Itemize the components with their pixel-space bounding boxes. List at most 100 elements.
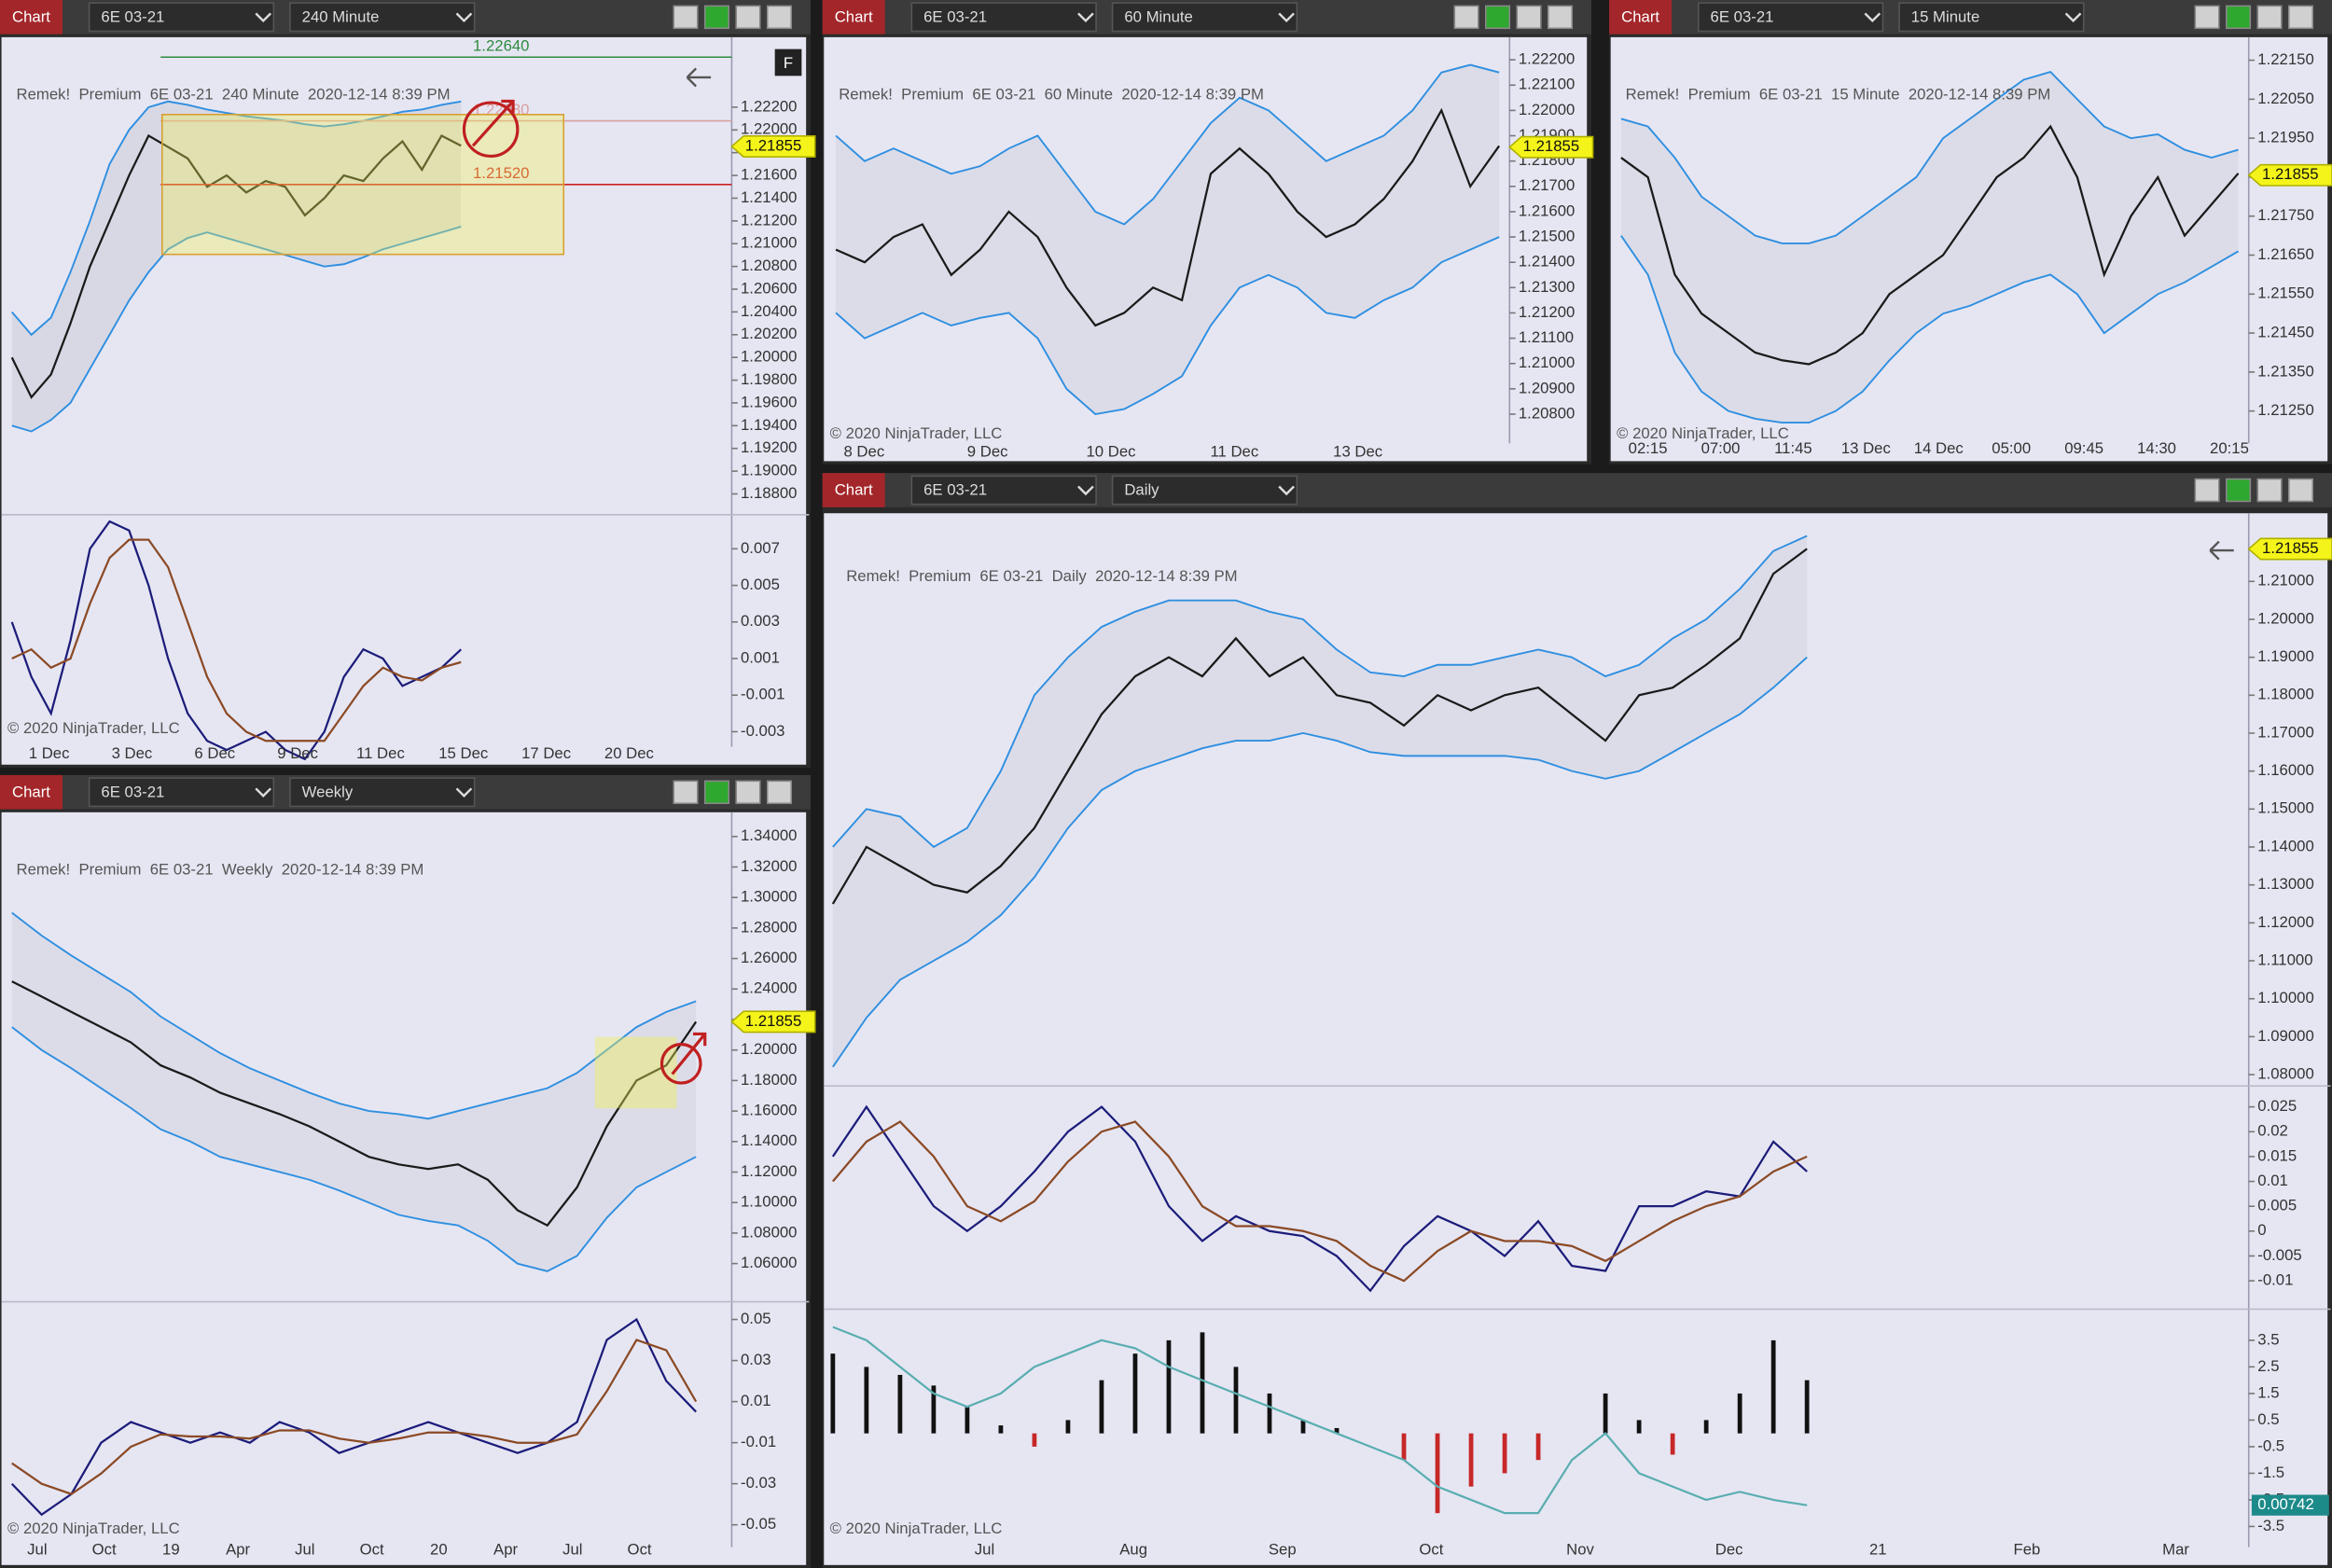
window-button[interactable] — [2256, 5, 2283, 30]
chart-button-label: Chart — [835, 8, 873, 26]
interval-dropdown[interactable] — [289, 777, 476, 808]
f-button[interactable] — [774, 49, 802, 76]
y-tick-label: 1.21400 — [741, 188, 797, 206]
dropdown-caret — [255, 787, 272, 798]
last-price-label: 1.21855 — [745, 1012, 801, 1030]
back-arrow[interactable] — [2209, 540, 2234, 561]
histogram-bar — [1603, 1393, 1608, 1434]
histogram-bar — [931, 1385, 937, 1434]
x-tick-label: 20:15 — [2210, 439, 2249, 457]
price-line — [11, 980, 698, 1228]
dropdown-caret — [455, 12, 473, 23]
chart-button[interactable] — [822, 473, 885, 507]
y-tick-label: 1.21400 — [1519, 253, 1575, 271]
instrument-dropdown[interactable] — [1697, 2, 1884, 33]
band-fill — [832, 535, 1808, 1067]
interval-label: 240 Minute — [302, 8, 380, 26]
window-button[interactable] — [735, 5, 761, 30]
x-tick-label: 21 — [1869, 1540, 1887, 1558]
interval-dropdown[interactable] — [289, 2, 476, 33]
y-tick-label: 1.20200 — [741, 325, 797, 342]
window-button[interactable] — [1547, 5, 1574, 30]
y-tick-label: 0.01 — [2257, 1172, 2288, 1189]
chart-button[interactable] — [822, 0, 885, 35]
window-button[interactable] — [673, 5, 699, 30]
x-tick-label: 6 Dec — [194, 744, 235, 762]
x-tick-label: 11 Dec — [356, 744, 405, 762]
instrument-dropdown[interactable] — [910, 475, 1097, 506]
last-value-tag — [2251, 1494, 2329, 1516]
chart-title: Remek! Premium 6E 03-21 240 Minute 2020-… — [17, 85, 451, 103]
y-tick-label: -0.005 — [2257, 1246, 2301, 1264]
histogram-bar — [1804, 1380, 1810, 1434]
window-button[interactable] — [703, 5, 730, 30]
histogram-bar — [1401, 1433, 1407, 1461]
y-tick-label: -0.001 — [741, 686, 784, 703]
dropdown-caret — [255, 12, 272, 23]
window-button[interactable] — [1453, 5, 1479, 30]
window-button[interactable] — [2287, 5, 2314, 30]
y-tick-label: 1.08000 — [2257, 1064, 2313, 1082]
y-tick-label: 1.10000 — [2257, 989, 2313, 1006]
interval-dropdown[interactable] — [1111, 475, 1298, 506]
y-tick-label: 1.21600 — [1519, 201, 1575, 219]
histogram-bar — [1132, 1353, 1138, 1434]
last-price-tag — [2247, 163, 2332, 187]
window-button[interactable] — [673, 780, 699, 805]
window-button[interactable] — [2226, 5, 2252, 30]
level-label: 1.21520 — [473, 164, 529, 182]
y-tick-label: 0.025 — [2257, 1097, 2297, 1115]
y-tick-label: 1.22200 — [741, 97, 797, 115]
chart-button[interactable] — [1609, 0, 1673, 35]
instrument-dropdown[interactable] — [88, 777, 275, 808]
window-button[interactable] — [2194, 5, 2220, 30]
oscillator-line — [832, 1325, 1808, 1515]
window-button[interactable] — [2256, 478, 2283, 503]
interval-dropdown[interactable] — [1111, 2, 1298, 33]
window-button[interactable] — [703, 780, 730, 805]
back-arrow[interactable] — [686, 67, 712, 88]
x-tick-label: 20 Dec — [604, 744, 654, 762]
y-tick-label: 1.30000 — [741, 888, 797, 906]
y-tick-label: -0.01 — [2257, 1271, 2293, 1289]
chart-button[interactable] — [0, 0, 62, 35]
instrument-label: 6E 03-21 — [101, 8, 164, 26]
window-button[interactable] — [2226, 478, 2252, 503]
y-tick-label: 1.20400 — [741, 302, 797, 320]
chart-title: Remek! Premium 6E 03-21 Daily 2020-12-14… — [846, 567, 1237, 585]
window-button[interactable] — [766, 5, 793, 30]
window-button[interactable] — [735, 780, 761, 805]
f-button-label: F — [784, 54, 793, 72]
y-tick-label: -1.5 — [2257, 1464, 2284, 1481]
y-tick-label: 1.22050 — [2257, 90, 2313, 107]
interval-dropdown[interactable] — [1898, 2, 2085, 33]
y-tick-label: 1.18000 — [2257, 686, 2313, 703]
y-tick-label: 1.20000 — [741, 348, 797, 366]
band-line — [835, 63, 1500, 226]
y-tick-label: 1.21950 — [2257, 129, 2313, 146]
window-button[interactable] — [2194, 478, 2220, 503]
y-tick-label: 1.21000 — [2257, 572, 2313, 590]
x-tick-label: Sep — [1269, 1540, 1297, 1558]
last-price-label: 1.21855 — [2262, 539, 2318, 557]
histogram-bar — [1468, 1433, 1474, 1487]
window-button[interactable] — [2287, 478, 2314, 503]
histogram-bar — [1770, 1339, 1776, 1434]
instrument-label: 6E 03-21 — [101, 783, 164, 800]
y-tick-label: 0.05 — [741, 1310, 771, 1327]
y-tick-label: 1.19000 — [2257, 647, 2313, 665]
window-button[interactable] — [766, 780, 793, 805]
y-tick-label: -0.05 — [741, 1515, 776, 1533]
y-tick-label: 1.08000 — [741, 1223, 797, 1241]
window-button[interactable] — [1516, 5, 1542, 30]
x-tick-label: Mar — [2162, 1540, 2189, 1558]
instrument-dropdown[interactable] — [910, 2, 1097, 33]
histogram-bar — [998, 1425, 1004, 1434]
chart-button-label: Chart — [835, 481, 873, 499]
window-button[interactable] — [1484, 5, 1511, 30]
y-tick-label: -0.5 — [2257, 1436, 2284, 1454]
chart-button[interactable] — [0, 774, 62, 810]
instrument-dropdown[interactable] — [88, 2, 275, 33]
x-tick-label: 11 Dec — [1210, 442, 1258, 460]
marker-arrow — [471, 99, 515, 147]
